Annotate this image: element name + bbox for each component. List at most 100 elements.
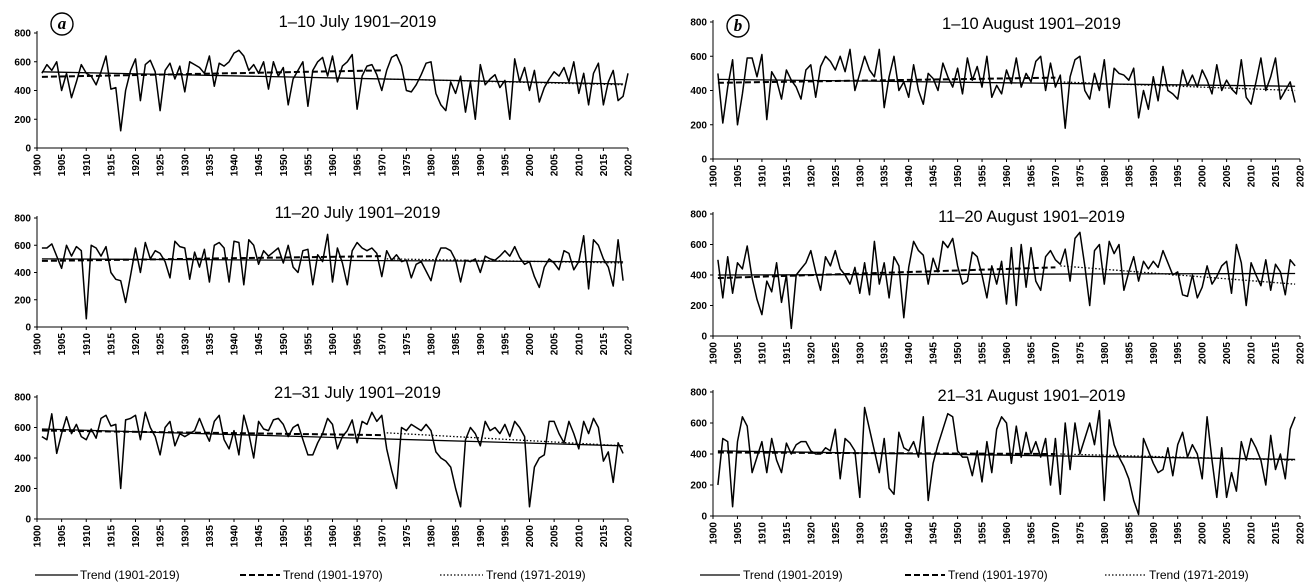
panel-2-title: 1–10 August 1901–2019 xyxy=(942,15,1121,33)
data-point xyxy=(947,413,948,414)
data-point xyxy=(465,112,466,113)
data-point xyxy=(618,442,619,443)
legend-solid-label: Trend (1901-2019) xyxy=(80,568,180,582)
data-point xyxy=(742,268,743,269)
data-point xyxy=(742,416,743,417)
data-point xyxy=(145,412,146,413)
data-point xyxy=(1143,261,1144,262)
panel-letter: b xyxy=(734,16,743,35)
data-point xyxy=(347,284,348,285)
data-point xyxy=(293,78,294,79)
data-point xyxy=(1216,64,1217,65)
data-point xyxy=(1011,247,1012,248)
data-point xyxy=(1099,244,1100,245)
data-point xyxy=(430,280,431,281)
data-point xyxy=(1109,419,1110,420)
data-point xyxy=(747,426,748,427)
data-point xyxy=(1153,76,1154,77)
data-point xyxy=(376,253,377,254)
data-point xyxy=(416,264,417,265)
data-point xyxy=(140,272,141,273)
data-point xyxy=(480,272,481,273)
data-point xyxy=(1016,57,1017,58)
data-point xyxy=(1246,460,1247,461)
data-point xyxy=(110,272,111,273)
data-point xyxy=(918,457,919,458)
trend-line-solid xyxy=(41,428,624,447)
data-point xyxy=(386,250,387,251)
data-point xyxy=(110,89,111,90)
data-point xyxy=(1021,87,1022,88)
data-point xyxy=(499,256,500,257)
x-tick-label: 2010 xyxy=(574,525,585,548)
x-tick-label: 2020 xyxy=(624,333,635,356)
data-point xyxy=(199,67,200,68)
data-point xyxy=(1158,472,1159,473)
data-point xyxy=(115,279,116,280)
data-point xyxy=(1099,410,1100,411)
data-point xyxy=(933,78,934,79)
data-point xyxy=(771,438,772,439)
x-tick-label: 1930 xyxy=(855,522,866,545)
data-point xyxy=(903,447,904,448)
data-point xyxy=(781,99,782,100)
data-point xyxy=(1074,238,1075,239)
x-tick-label: 1965 xyxy=(1026,342,1037,365)
data-point xyxy=(722,297,723,298)
data-point xyxy=(371,412,372,413)
x-tick-label: 1970 xyxy=(1051,522,1062,545)
data-point xyxy=(214,421,215,422)
data-point xyxy=(273,419,274,420)
y-tick-label: 400 xyxy=(690,86,707,97)
x-tick-label: 1950 xyxy=(279,154,290,177)
data-point xyxy=(845,71,846,72)
y-tick-label: 400 xyxy=(690,450,707,461)
data-point xyxy=(1251,104,1252,105)
panel-2: 1–10 August 1901–2019 b 0 200 400 600 800 1900 1… xyxy=(690,14,1307,188)
data-point xyxy=(952,87,953,88)
data-point xyxy=(1167,90,1168,91)
data-point xyxy=(480,445,481,446)
data-point xyxy=(554,421,555,422)
data-point xyxy=(490,430,491,431)
data-point xyxy=(71,97,72,98)
x-tick-label: 2010 xyxy=(574,333,585,356)
data-point xyxy=(288,245,289,246)
data-point xyxy=(41,247,42,248)
data-point xyxy=(362,247,363,248)
data-point xyxy=(608,267,609,268)
data-point xyxy=(1050,63,1051,64)
data-point xyxy=(908,267,909,268)
data-point xyxy=(1187,296,1188,297)
data-point xyxy=(199,418,200,419)
data-point xyxy=(1270,76,1271,77)
data-point xyxy=(539,101,540,102)
data-point xyxy=(957,68,958,69)
x-tick-label: 2010 xyxy=(1247,522,1258,545)
data-point xyxy=(810,64,811,65)
data-point xyxy=(1109,107,1110,108)
data-point xyxy=(401,66,402,67)
trend-line-dashed xyxy=(717,266,1056,280)
x-tick-label: 1985 xyxy=(1124,165,1135,188)
data-point xyxy=(174,78,175,79)
data-point xyxy=(1133,256,1134,257)
data-point xyxy=(1026,432,1027,433)
data-point xyxy=(46,439,47,440)
data-point xyxy=(884,438,885,439)
data-point xyxy=(874,450,875,451)
series-line xyxy=(41,233,624,320)
y-tick-label: 0 xyxy=(25,323,31,334)
data-point xyxy=(411,277,412,278)
y-tick-label: 600 xyxy=(14,241,31,252)
x-tick-label: 1955 xyxy=(303,525,314,548)
data-point xyxy=(233,53,234,54)
data-point xyxy=(1065,422,1066,423)
data-point xyxy=(756,299,757,300)
data-point xyxy=(986,56,987,57)
x-tick-label: 1985 xyxy=(451,154,462,177)
x-tick-label: 1995 xyxy=(500,154,511,177)
data-point xyxy=(312,284,313,285)
data-point xyxy=(268,430,269,431)
data-point xyxy=(426,271,427,272)
